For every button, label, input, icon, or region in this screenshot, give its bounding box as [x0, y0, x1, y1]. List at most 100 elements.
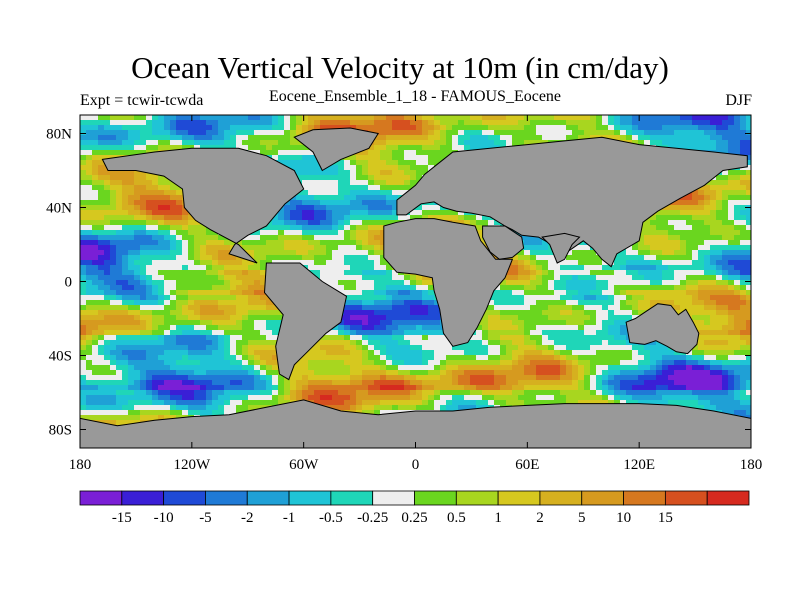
ocean-field-cell	[290, 145, 297, 151]
ocean-field-cell	[344, 170, 351, 176]
ocean-field-cell	[620, 270, 627, 276]
ocean-field-cell	[422, 145, 429, 151]
ocean-field-cell	[134, 190, 141, 196]
ocean-field-cell	[152, 315, 159, 321]
ocean-field-cell	[614, 310, 621, 316]
ocean-field-cell	[692, 195, 699, 201]
ocean-field-cell	[566, 115, 573, 121]
ocean-field-cell	[668, 250, 675, 256]
ocean-field-cell	[134, 200, 141, 206]
ocean-field-cell	[728, 315, 735, 321]
ocean-field-cell	[86, 115, 93, 121]
ocean-field-cell	[278, 230, 285, 236]
ocean-field-cell	[458, 140, 465, 146]
ocean-field-cell	[668, 130, 675, 136]
ocean-field-cell	[146, 195, 153, 201]
ocean-field-cell	[740, 290, 747, 296]
ocean-field-cell	[98, 180, 105, 186]
ocean-field-cell	[350, 335, 357, 341]
ocean-field-cell	[308, 215, 315, 221]
ocean-field-cell	[524, 320, 531, 326]
ocean-field-cell	[236, 285, 243, 291]
ocean-field-cell	[164, 325, 171, 331]
ocean-field-cell	[710, 130, 717, 136]
ocean-field-cell	[722, 125, 729, 131]
ocean-field-cell	[158, 215, 165, 221]
ocean-field-cell	[536, 130, 543, 136]
ocean-field-cell	[542, 290, 549, 296]
ocean-field-cell	[584, 120, 591, 126]
ocean-field-cell	[686, 285, 693, 291]
ocean-field-cell	[164, 285, 171, 291]
ocean-field-cell	[446, 140, 453, 146]
ocean-field-cell	[224, 280, 231, 286]
ocean-field-cell	[530, 330, 537, 336]
ocean-field-cell	[194, 275, 201, 281]
ocean-field-cell	[386, 305, 393, 311]
ocean-field-cell	[704, 270, 711, 276]
ocean-field-cell	[398, 130, 405, 136]
ocean-field-cell	[362, 255, 369, 261]
ocean-field-cell	[212, 290, 219, 296]
ocean-field-cell	[620, 260, 627, 266]
ocean-field-cell	[206, 280, 213, 286]
ocean-field-cell	[122, 230, 129, 236]
ocean-field-cell	[728, 135, 735, 141]
ocean-field-cell	[350, 290, 357, 296]
ocean-field-cell	[80, 320, 87, 326]
ocean-field-cell	[422, 300, 429, 306]
ocean-field-cell	[218, 135, 225, 141]
ocean-field-cell	[554, 305, 561, 311]
ocean-field-cell	[236, 325, 243, 331]
ocean-field-cell	[596, 260, 603, 266]
ocean-field-cell	[638, 135, 645, 141]
ocean-field-cell	[200, 280, 207, 286]
ocean-field-cell	[332, 225, 339, 231]
ocean-field-cell	[164, 300, 171, 306]
ocean-field-cell	[332, 195, 339, 201]
ocean-field-cell	[164, 140, 171, 146]
ocean-field-cell	[680, 120, 687, 126]
ocean-field-cell	[194, 240, 201, 246]
ocean-field-cell	[332, 220, 339, 226]
ocean-field-cell	[506, 300, 513, 306]
ocean-field-cell	[194, 310, 201, 316]
ocean-field-cell	[122, 295, 129, 301]
ocean-field-cell	[248, 115, 255, 121]
ocean-field-cell	[236, 140, 243, 146]
ocean-field-cell	[644, 260, 651, 266]
ocean-field-cell	[536, 260, 543, 266]
ocean-field-cell	[392, 165, 399, 171]
ocean-field-cell	[248, 315, 255, 321]
ocean-field-cell	[230, 310, 237, 316]
ocean-field-cell	[182, 120, 189, 126]
ocean-field-cell	[320, 175, 327, 181]
ocean-field-cell	[170, 195, 177, 201]
ocean-field-cell	[194, 270, 201, 276]
ocean-field-cell	[590, 120, 597, 126]
ocean-field-cell	[86, 185, 93, 191]
ocean-field-cell	[362, 335, 369, 341]
ocean-field-cell	[302, 150, 309, 156]
ocean-field-cell	[404, 160, 411, 166]
ocean-field-cell	[434, 315, 441, 321]
ocean-field-cell	[176, 305, 183, 311]
ocean-field-cell	[440, 125, 447, 131]
ocean-field-cell	[140, 270, 147, 276]
ocean-field-cell	[140, 295, 147, 301]
ocean-field-cell	[530, 320, 537, 326]
ocean-field-cell	[692, 135, 699, 141]
ocean-field-cell	[728, 310, 735, 316]
ocean-field-cell	[542, 255, 549, 261]
ocean-field-cell	[140, 135, 147, 141]
ocean-field-cell	[80, 305, 87, 311]
ocean-field-cell	[80, 240, 87, 246]
ocean-field-cell	[392, 215, 399, 221]
ocean-field-cell	[308, 225, 315, 231]
ocean-field-cell	[710, 235, 717, 241]
ocean-field-cell	[632, 290, 639, 296]
ocean-field-cell	[536, 285, 543, 291]
ocean-field-cell	[740, 330, 747, 336]
ocean-field-cell	[542, 300, 549, 306]
ocean-field-cell	[554, 325, 561, 331]
